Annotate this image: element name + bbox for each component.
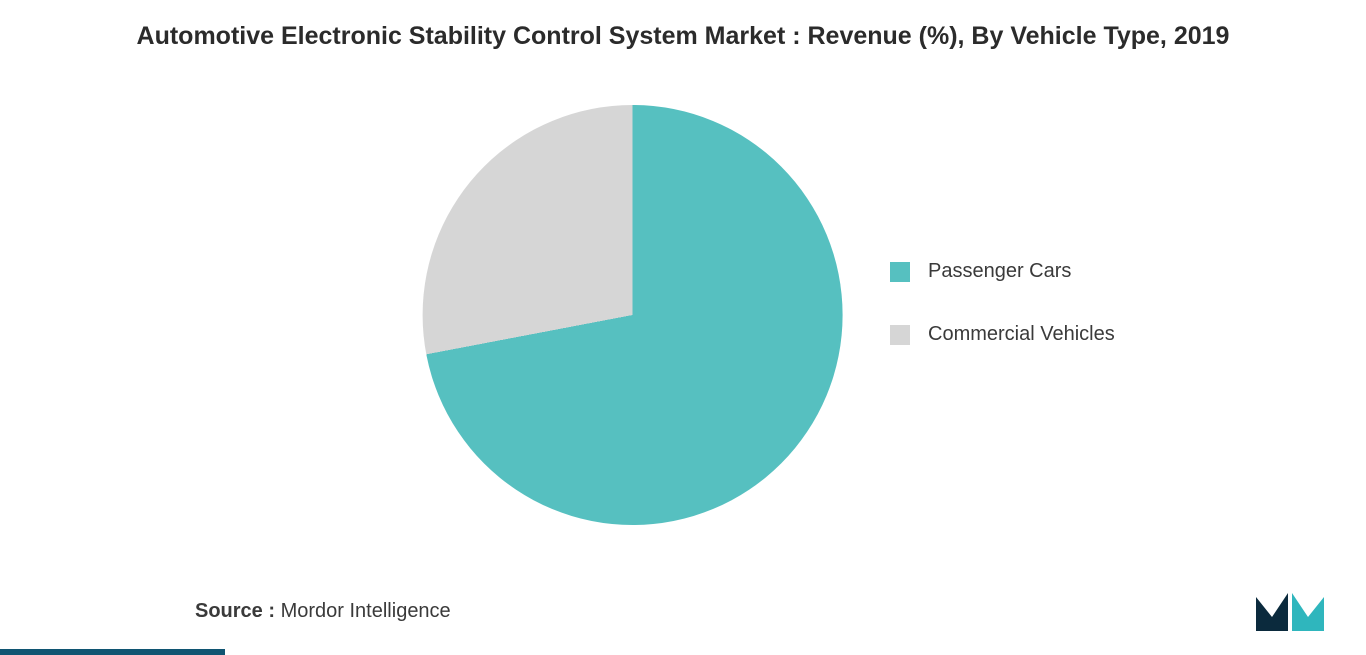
source-line: Source : Mordor Intelligence: [195, 600, 451, 623]
legend-label: Passenger Cars: [928, 260, 1071, 283]
legend: Passenger Cars Commercial Vehicles: [890, 260, 1115, 386]
source-text: Mordor Intelligence: [281, 600, 451, 622]
legend-swatch: [890, 325, 910, 345]
pie-slices: [423, 105, 843, 525]
source-label: Source :: [195, 600, 275, 622]
legend-label: Commercial Vehicles: [928, 323, 1115, 346]
legend-item: Commercial Vehicles: [890, 323, 1115, 346]
accent-bar: [0, 649, 225, 655]
legend-item: Passenger Cars: [890, 260, 1115, 283]
chart-title: Automotive Electronic Stability Control …: [0, 20, 1366, 54]
brand-logo-icon: [1254, 587, 1326, 633]
legend-swatch: [890, 262, 910, 282]
pie-chart: [423, 105, 843, 525]
